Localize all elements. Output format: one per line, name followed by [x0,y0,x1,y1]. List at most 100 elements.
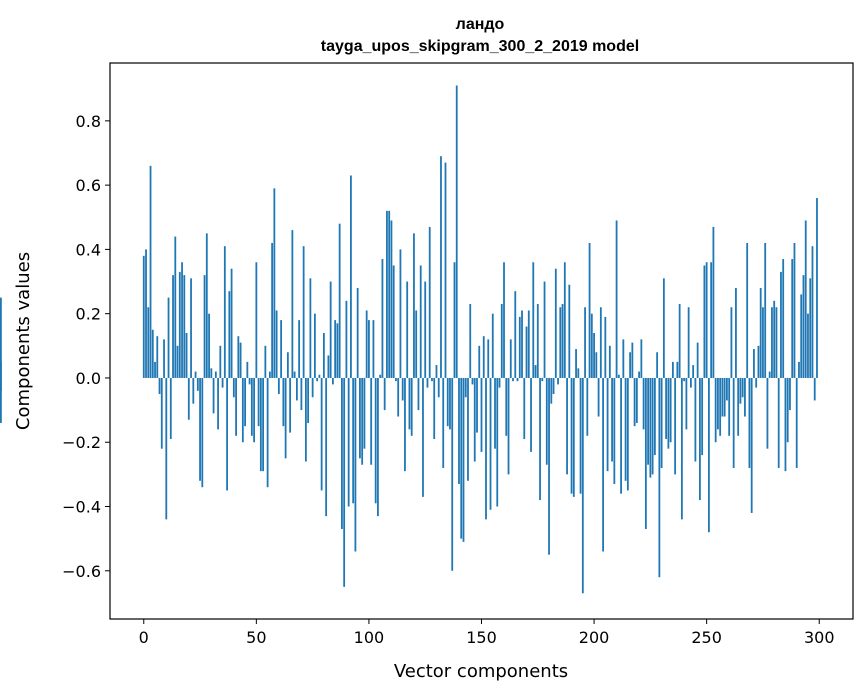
bar [356,287,359,378]
bar [451,377,454,571]
bar [518,316,521,378]
chart-subtitle: tayga_upos_skipgram_300_2_2019 model [321,38,639,55]
bar [692,365,695,378]
bar [611,377,613,462]
bar [581,377,584,594]
bar [165,377,168,520]
bar [807,313,809,378]
bar [521,310,523,378]
bar [667,377,670,449]
bar [406,281,409,378]
bar [300,377,303,411]
bar [235,377,237,436]
bar [464,377,467,398]
bar [469,304,472,378]
bar [656,352,659,378]
bar [678,304,681,378]
bar [575,349,577,378]
bar [196,377,199,391]
bar [593,332,595,378]
y-tick-label: 0.2 [76,305,101,324]
bar [250,377,253,436]
y-axis-ticks: −0.6 −0.4 −0.2 0.0 0.2 0.4 0.6 0.8 [62,112,110,581]
bar [534,365,537,378]
bar [255,262,258,378]
bar [386,210,388,378]
bar [590,313,593,378]
bar [361,377,364,465]
x-tick-label: 150 [466,628,497,647]
bar [563,262,566,378]
bar [244,377,246,427]
y-tick-label: 0.0 [76,369,101,388]
bar [536,304,539,378]
bar [633,377,636,427]
bar [755,377,758,388]
bar [201,377,204,488]
bar [775,307,778,378]
bar [401,377,404,401]
bar [726,377,728,401]
bar [440,156,442,378]
bar [347,377,350,507]
bar [377,377,379,517]
y-axis-label: Components values [13,252,34,430]
bar [241,377,244,443]
bar [809,278,812,378]
bar [539,377,541,501]
x-tick-label: 50 [246,628,266,647]
bar [685,377,688,430]
bar [205,233,208,378]
bar [178,271,181,378]
bar [282,377,285,427]
bar [286,352,289,378]
bar [415,310,418,378]
bar [210,368,213,378]
bar [226,377,228,491]
bar [552,377,555,395]
bar [158,377,161,395]
bar [368,320,370,378]
bar [467,377,469,481]
bar [151,329,154,378]
bar [154,361,156,378]
y-tick-label: −0.4 [62,498,101,517]
bar [307,377,310,423]
bar [268,371,271,378]
bar [759,287,762,378]
bar [449,377,451,430]
bar [302,246,305,378]
bar [505,377,508,436]
bar [579,377,582,494]
bar [719,377,722,436]
bar [554,268,557,378]
bar [379,374,382,378]
bar [680,377,683,520]
bar [0,297,2,378]
x-tick-label: 200 [579,628,610,647]
bar [780,271,782,378]
bar [181,262,183,378]
bar [699,377,701,501]
bar [723,377,726,417]
bar [798,361,800,378]
bar [248,377,251,385]
bar [277,377,280,395]
bar [514,291,517,378]
bar [239,342,242,378]
bar [816,197,818,378]
bar [280,320,283,378]
bar [638,371,641,378]
bar [332,377,334,385]
bar [322,332,325,378]
bar [343,377,346,587]
bar [712,226,715,378]
bar [784,377,787,472]
bar [789,377,791,411]
bar [631,342,634,378]
bar [662,278,665,378]
bar [208,313,210,378]
bar [304,377,307,462]
bar [599,307,602,378]
